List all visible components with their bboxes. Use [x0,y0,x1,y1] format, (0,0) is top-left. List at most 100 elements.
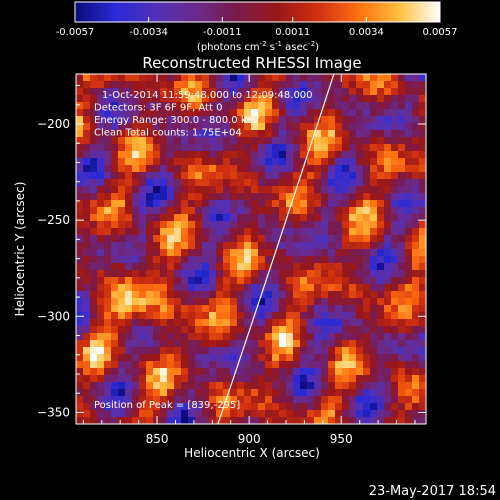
heatmap-cell [419,305,426,313]
heatmap-cell [300,165,308,173]
heatmap-cell [265,130,273,138]
heatmap-cell [223,291,231,299]
heatmap-cell [307,368,315,376]
heatmap-cell [391,137,399,145]
heatmap-cell [391,88,399,96]
heatmap-cell [174,270,182,278]
heatmap-cell [258,389,266,397]
heatmap-cell [111,221,119,229]
heatmap-cell [251,144,259,152]
heatmap-cell [160,396,168,404]
heatmap-cell [419,165,426,173]
heatmap-cell [356,151,364,159]
heatmap-cell [342,165,350,173]
heatmap-cell [335,193,343,201]
heatmap-cell [230,312,238,320]
heatmap-cell [139,144,147,152]
heatmap-cell [279,193,287,201]
heatmap-cell [279,130,287,138]
heatmap-cell [244,214,252,222]
heatmap-cell [139,207,147,215]
heatmap-cell [188,109,196,117]
heatmap-cell [181,151,189,159]
heatmap-cell [314,179,322,187]
heatmap-cell [111,361,119,369]
heatmap-cell [286,319,294,327]
heatmap-cell [314,193,322,201]
heatmap-cell [174,151,182,159]
heatmap-cell [384,312,392,320]
heatmap-cell [188,207,196,215]
heatmap-cell [230,333,238,341]
heatmap-cell [272,333,280,341]
heatmap-cell [286,277,294,285]
heatmap-cell [307,179,315,187]
heatmap-cell [111,88,119,96]
heatmap-cell [321,81,329,89]
heatmap-cell [160,179,168,187]
heatmap-cell [321,165,329,173]
heatmap-cell [223,88,231,96]
heatmap-cell [342,221,350,229]
heatmap-cell [97,403,105,411]
heatmap-cell [104,193,112,201]
heatmap-cell [314,396,322,404]
heatmap-cell [118,151,126,159]
heatmap-cell [230,193,238,201]
heatmap-cell [153,354,161,362]
heatmap-cell [328,298,336,306]
heatmap-cell [202,298,210,306]
heatmap-cell [209,123,217,131]
heatmap-cell [111,417,119,424]
heatmap-cell [265,361,273,369]
heatmap-cell [132,284,140,292]
y-tick-label: −300 [37,309,70,323]
heatmap-cell [419,137,426,145]
heatmap-cell [160,312,168,320]
heatmap-cell [412,263,420,271]
heatmap-cell [286,123,294,131]
heatmap-cell [181,298,189,306]
heatmap-cell [160,403,168,411]
heatmap-cell [307,95,315,103]
heatmap-cell [258,333,266,341]
heatmap-cell [83,130,91,138]
heatmap-cell [97,347,105,355]
heatmap-cell [216,144,224,152]
heatmap-cell [307,347,315,355]
heatmap-cell [195,326,203,334]
heatmap-cell [314,410,322,418]
heatmap-cell [132,256,140,264]
heatmap-cell [230,305,238,313]
heatmap-cell [132,116,140,124]
heatmap-cell [342,242,350,250]
heatmap-cell [174,326,182,334]
heatmap-cell [188,123,196,131]
heatmap-cell [90,123,98,131]
heatmap-cell [412,403,420,411]
heatmap-cell [272,102,280,110]
heatmap-cell [202,214,210,222]
heatmap-cell [321,361,329,369]
heatmap-cell [153,158,161,166]
heatmap-cell [384,347,392,355]
heatmap-cell [195,116,203,124]
heatmap-cell [202,263,210,271]
heatmap-cell [195,361,203,369]
heatmap-cell [104,382,112,390]
annotation-line: Energy Range: 300.0 - 800.0 keV [94,115,259,126]
heatmap-cell [251,207,259,215]
heatmap-cell [335,158,343,166]
heatmap-cell [195,235,203,243]
heatmap-cell [419,403,426,411]
heatmap-cell [293,312,301,320]
heatmap-cell [104,221,112,229]
heatmap-cell [349,235,357,243]
heatmap-cell [230,137,238,145]
heatmap-cell [412,193,420,201]
heatmap-cell [398,116,406,124]
heatmap-cell [174,284,182,292]
heatmap-cell [419,109,426,117]
heatmap-cell [356,158,364,166]
heatmap-cell [349,291,357,299]
